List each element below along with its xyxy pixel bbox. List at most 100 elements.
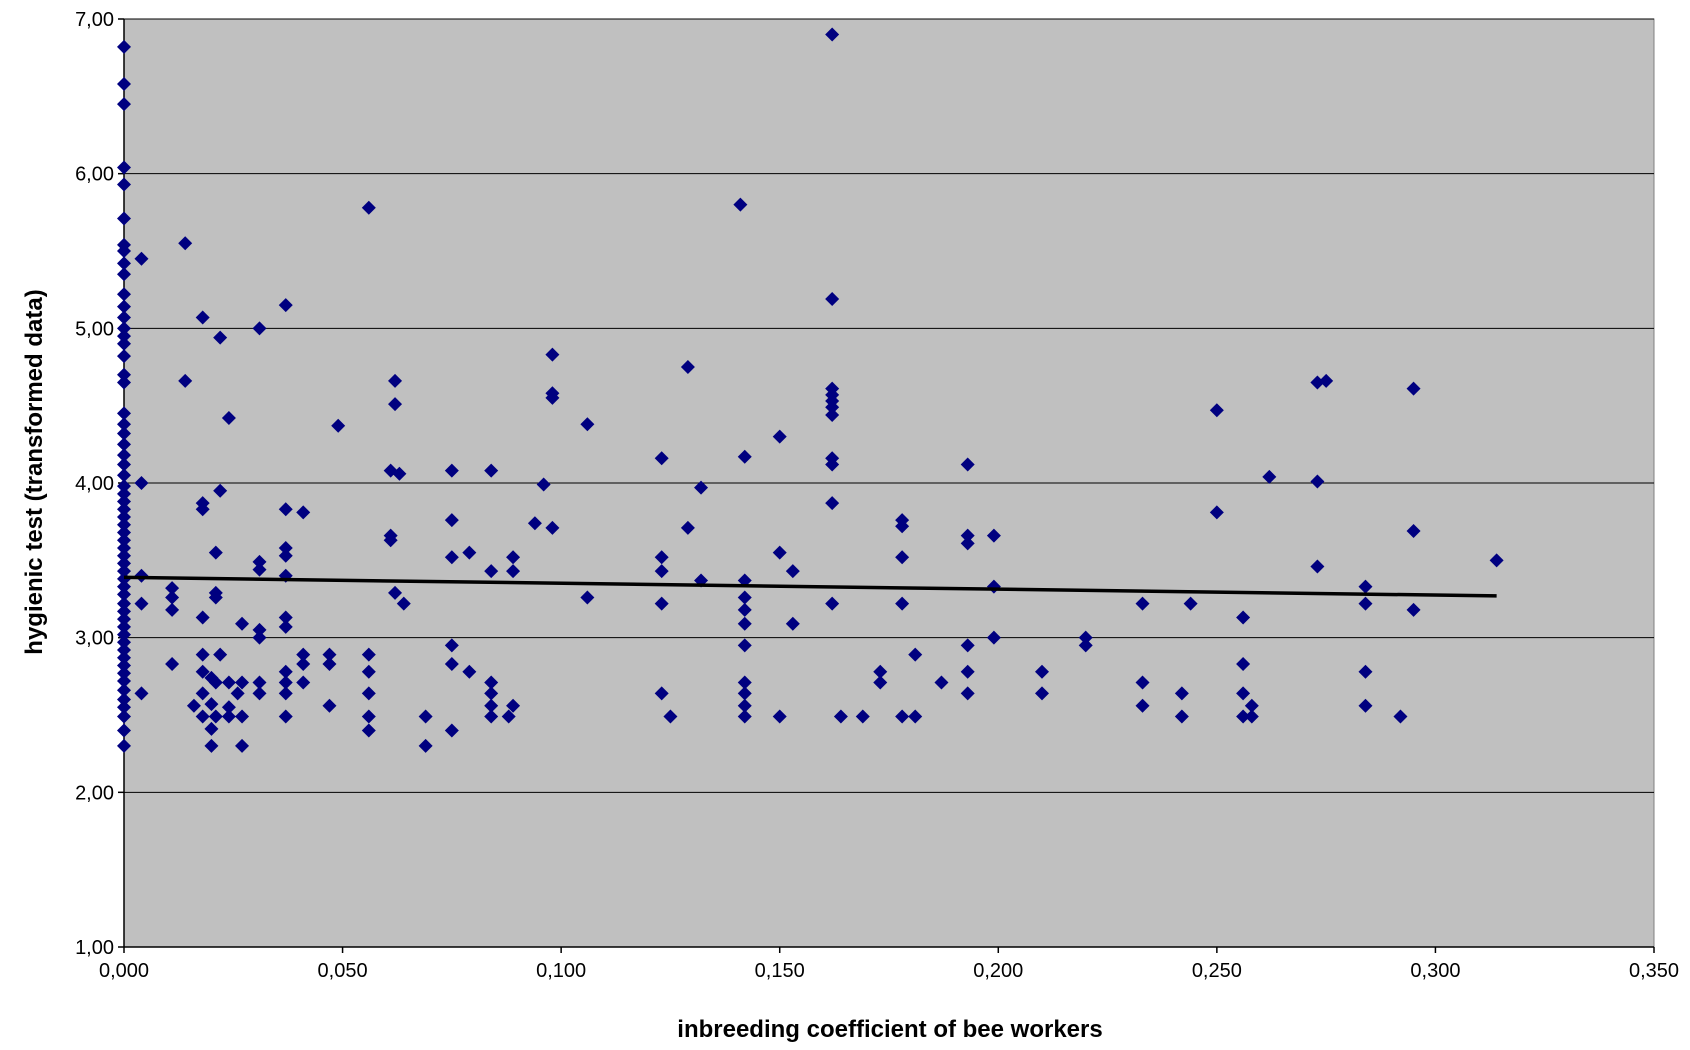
data-point [960, 457, 975, 472]
data-point [501, 709, 516, 724]
data-point [117, 709, 131, 724]
data-point [165, 656, 180, 671]
data-point [388, 373, 403, 388]
data-point [772, 429, 787, 444]
data-point [1174, 686, 1189, 701]
data-point [322, 647, 337, 662]
data-point [960, 638, 975, 653]
data-point [680, 360, 695, 374]
data-point [737, 698, 752, 713]
data-point [694, 480, 709, 495]
data-point [1183, 596, 1198, 611]
data-point [545, 520, 560, 535]
data-point [855, 709, 870, 724]
data-point [1236, 656, 1251, 671]
x-tick-label: 0,050 [318, 960, 368, 982]
tick-label-layer: 1,00 2,00 3,00 4,00 5,00 6,00 7,00 0,000 0,050 0,… [75, 9, 1679, 982]
data-point [361, 647, 376, 662]
data-point [1406, 381, 1421, 396]
data-point [772, 545, 787, 560]
data-point [506, 550, 521, 565]
data-point [235, 616, 250, 631]
data-point [1358, 596, 1373, 611]
y-tick-label: 6,00 [75, 164, 114, 186]
data-point [322, 656, 337, 671]
data-point [278, 298, 293, 313]
data-point [117, 97, 131, 112]
data-point [117, 267, 131, 282]
data-point [733, 197, 748, 212]
data-point [1236, 709, 1251, 724]
data-point [252, 321, 267, 336]
data-point [134, 686, 149, 701]
data-point [117, 540, 131, 555]
data-point [680, 520, 695, 535]
data-point [117, 619, 131, 634]
data-point [296, 647, 311, 662]
data-point [117, 177, 131, 192]
data-point [825, 291, 840, 306]
data-point [418, 738, 433, 753]
data-point [908, 647, 923, 662]
data-point [1135, 675, 1150, 690]
data-point [331, 418, 346, 433]
data-point [1209, 403, 1224, 418]
data-point [117, 658, 131, 673]
data-point [825, 400, 840, 415]
data-point [204, 721, 219, 736]
data-point [986, 528, 1001, 543]
data-point [444, 723, 459, 738]
data-point [117, 479, 131, 494]
data-point [895, 709, 910, 724]
data-point [1310, 375, 1325, 390]
data-point [737, 638, 752, 653]
data-point [506, 698, 521, 713]
data-point [235, 738, 250, 753]
y-axis-title: hygienic test (transformed data) [21, 289, 48, 654]
data-point [527, 516, 542, 531]
data-point [895, 596, 910, 611]
data-point [361, 709, 376, 724]
data-point [208, 545, 223, 560]
data-point [444, 463, 459, 478]
data-point [1358, 579, 1373, 594]
data-point [484, 463, 499, 478]
data-point [361, 723, 376, 738]
data-point [825, 27, 840, 42]
x-tick-label: 0,200 [973, 960, 1023, 982]
data-point [1358, 698, 1373, 713]
data-point [117, 494, 131, 509]
data-point [296, 505, 311, 520]
data-point [873, 664, 888, 679]
trend-line [123, 575, 1497, 598]
data-point [117, 417, 131, 432]
data-point [484, 564, 499, 579]
data-point [1035, 686, 1049, 701]
data-point [117, 635, 131, 650]
data-point [117, 329, 131, 344]
data-point [208, 709, 223, 724]
y-tick-label: 3,00 [75, 628, 114, 650]
data-point [737, 616, 752, 631]
data-point [278, 540, 293, 555]
data-point [833, 709, 848, 724]
data-point [252, 622, 267, 637]
data-point [1489, 553, 1504, 568]
data-point [383, 533, 398, 548]
data-point [1319, 373, 1334, 388]
data-point [208, 590, 223, 605]
data-point [825, 496, 840, 511]
data-point [117, 244, 131, 258]
data-point [178, 236, 193, 251]
data-point [278, 686, 293, 701]
data-point [361, 200, 376, 215]
data-point [235, 675, 250, 690]
data-point [654, 564, 669, 579]
data-point [737, 449, 752, 464]
data-point [960, 528, 975, 543]
data-point [134, 596, 149, 611]
data-point [213, 330, 228, 345]
data-point [1406, 602, 1421, 617]
data-point [117, 211, 131, 226]
data-point [204, 738, 219, 753]
